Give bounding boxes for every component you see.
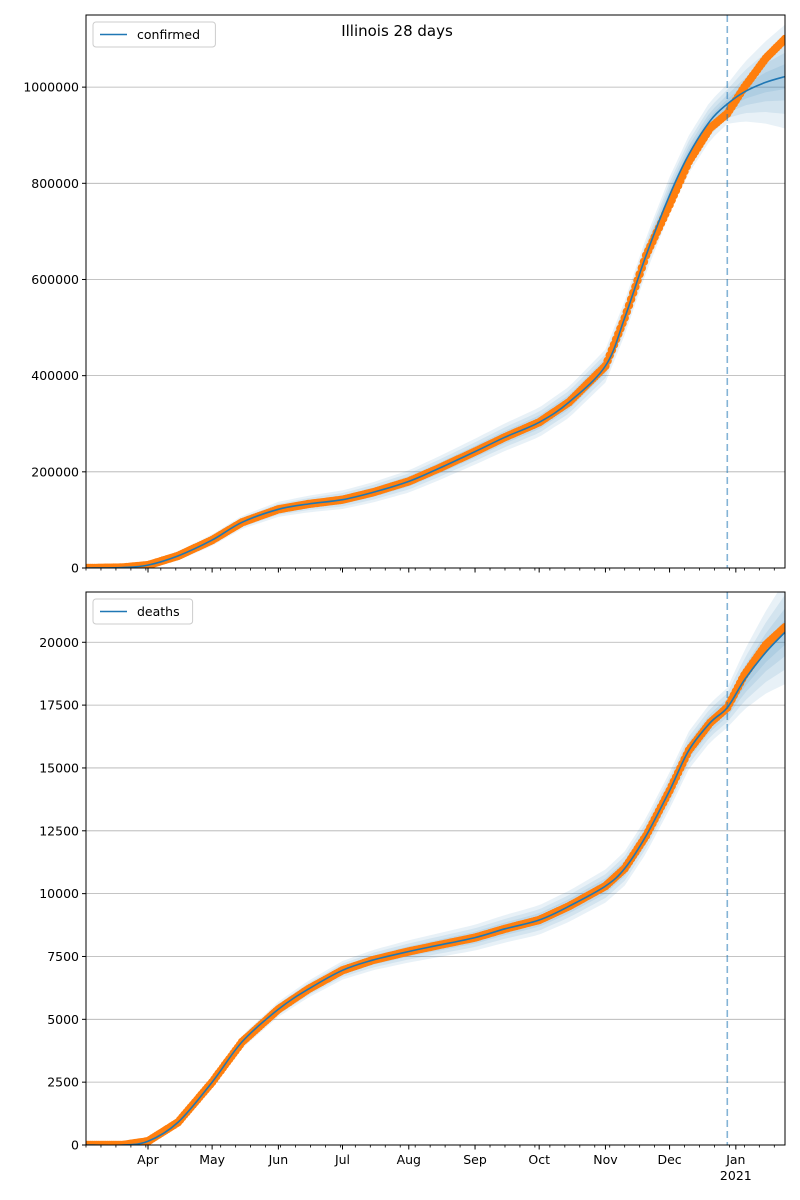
x-tick-label: Jul bbox=[334, 1152, 350, 1167]
x-tick-label: Nov bbox=[593, 1152, 618, 1167]
x-tick-label: May bbox=[199, 1152, 225, 1167]
observed-series bbox=[86, 623, 785, 1145]
figure-title: Illinois 28 days bbox=[341, 22, 453, 40]
confirmed-panel: 0 200000 400000 600000 800000 1000000 confirme… bbox=[23, 14, 786, 576]
observed-point bbox=[780, 623, 785, 632]
axes-frame bbox=[85, 14, 786, 569]
y-tick-label: 17500 bbox=[39, 698, 79, 713]
legend-label: deaths bbox=[137, 604, 180, 619]
x-tick-label: Sep bbox=[463, 1152, 487, 1167]
legend-frame bbox=[92, 21, 216, 48]
y-tick-label: 7500 bbox=[47, 949, 79, 964]
uncertainty-band bbox=[86, 64, 785, 568]
x-tick-label: Aug bbox=[397, 1152, 421, 1167]
y-tick-label: 1000000 bbox=[23, 80, 79, 95]
x-tick-label: Oct bbox=[528, 1152, 550, 1167]
uncertainty-band bbox=[86, 619, 785, 1145]
x-tick-label: Apr bbox=[137, 1152, 159, 1167]
legend: deaths bbox=[92, 598, 194, 625]
y-tick-label: 0 bbox=[71, 1138, 79, 1153]
legend-label: confirmed bbox=[137, 27, 200, 42]
y-tick-label: 5000 bbox=[47, 1012, 79, 1027]
y-tick-label: 800000 bbox=[31, 176, 79, 191]
observed-point bbox=[780, 34, 785, 44]
y-tick-label: 400000 bbox=[31, 368, 79, 383]
uncertainty-band bbox=[86, 39, 785, 568]
uncertainty-bands bbox=[86, 592, 785, 1145]
model-line bbox=[86, 75, 785, 568]
y-tick-label: 12500 bbox=[39, 823, 79, 838]
y-tick-label: 0 bbox=[71, 561, 79, 576]
observed-series bbox=[86, 34, 785, 568]
axes-frame bbox=[85, 591, 786, 1146]
x-tick-label: Dec bbox=[657, 1152, 681, 1167]
deaths-panel: 0 2500 5000 7500 10000 12500 15000 17500 20000 Ap… bbox=[39, 591, 786, 1183]
uncertainty-band bbox=[86, 592, 785, 1145]
x-tick-label: Jan bbox=[725, 1152, 745, 1167]
uncertainty-band bbox=[86, 608, 785, 1145]
legend-frame bbox=[92, 598, 194, 625]
uncertainty-bands bbox=[86, 24, 785, 568]
model-line bbox=[86, 631, 785, 1145]
uncertainty-band bbox=[86, 24, 785, 568]
uncertainty-band bbox=[86, 594, 785, 1145]
y-tick-label: 200000 bbox=[31, 464, 79, 479]
y-tick-label: 20000 bbox=[39, 635, 79, 650]
y-tick-label: 600000 bbox=[31, 272, 79, 287]
legend: confirmed bbox=[92, 21, 216, 48]
x-tick-label: Jun bbox=[268, 1152, 289, 1167]
y-tick-label: 2500 bbox=[47, 1075, 79, 1090]
y-tick-label: 15000 bbox=[39, 760, 79, 775]
x-year-label: 2021 bbox=[720, 1168, 752, 1183]
uncertainty-band bbox=[86, 52, 785, 568]
y-tick-label: 10000 bbox=[39, 886, 79, 901]
